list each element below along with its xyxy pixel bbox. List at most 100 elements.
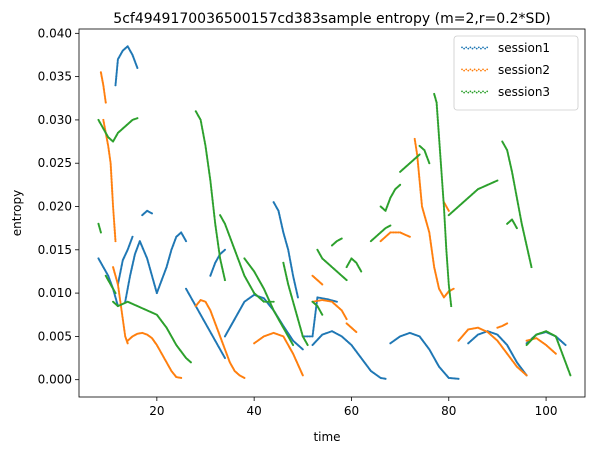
legend-marker bbox=[465, 68, 468, 71]
data-point bbox=[436, 115, 439, 118]
data-point bbox=[436, 118, 439, 121]
data-point bbox=[113, 229, 116, 232]
data-point bbox=[110, 172, 113, 175]
data-point bbox=[441, 185, 444, 188]
data-point bbox=[110, 174, 113, 177]
data-point bbox=[443, 220, 446, 223]
data-point bbox=[112, 211, 115, 214]
legend-marker bbox=[477, 68, 480, 71]
data-point bbox=[112, 214, 115, 217]
data-point bbox=[445, 250, 448, 253]
data-point bbox=[440, 164, 443, 167]
data-point bbox=[554, 352, 557, 355]
data-point bbox=[389, 224, 392, 227]
data-point bbox=[308, 335, 311, 338]
data-point bbox=[109, 163, 112, 166]
data-point bbox=[443, 218, 446, 221]
data-point bbox=[111, 202, 114, 205]
data-point bbox=[439, 155, 442, 158]
data-point bbox=[438, 142, 441, 145]
data-point bbox=[439, 161, 442, 164]
data-point bbox=[110, 180, 113, 183]
x-tick-label: 60 bbox=[344, 404, 359, 418]
axes-frame bbox=[78, 28, 586, 398]
data-point bbox=[189, 361, 192, 364]
y-tick-label: 0.015 bbox=[38, 243, 72, 257]
data-point bbox=[266, 300, 269, 303]
y-tick-label: 0.005 bbox=[38, 329, 72, 343]
data-point bbox=[445, 245, 448, 248]
data-point bbox=[439, 154, 442, 157]
legend-marker bbox=[463, 47, 465, 50]
data-point bbox=[360, 270, 363, 273]
data-point bbox=[113, 222, 116, 225]
data-point bbox=[442, 193, 445, 196]
data-point bbox=[446, 271, 449, 274]
data-point bbox=[447, 274, 450, 277]
data-point bbox=[439, 158, 442, 161]
legend-marker bbox=[463, 91, 465, 94]
data-point bbox=[438, 148, 441, 151]
data-point bbox=[447, 281, 450, 284]
data-point bbox=[301, 374, 304, 377]
data-point bbox=[110, 178, 113, 181]
data-point bbox=[109, 165, 112, 168]
data-point bbox=[436, 112, 439, 115]
data-point bbox=[110, 184, 113, 187]
data-point bbox=[438, 143, 441, 146]
legend-marker bbox=[467, 69, 470, 72]
data-point bbox=[110, 177, 113, 180]
data-point bbox=[441, 182, 444, 185]
data-point bbox=[439, 160, 442, 163]
legend-marker bbox=[484, 69, 486, 72]
x-tick-label: 40 bbox=[247, 404, 262, 418]
data-point bbox=[292, 344, 295, 347]
legend-marker bbox=[467, 91, 470, 94]
data-point bbox=[445, 251, 448, 254]
data-point bbox=[296, 296, 299, 299]
data-point bbox=[445, 257, 449, 260]
data-point bbox=[445, 253, 448, 256]
x-axis: 20 40 60 80 100 bbox=[149, 397, 558, 418]
data-point bbox=[335, 300, 338, 303]
data-point bbox=[111, 192, 114, 195]
data-point bbox=[111, 190, 114, 193]
data-point bbox=[397, 231, 400, 234]
data-point bbox=[439, 151, 442, 154]
data-point bbox=[445, 254, 448, 257]
data-point bbox=[436, 110, 439, 113]
data-point bbox=[418, 153, 421, 156]
data-point bbox=[442, 202, 445, 205]
data-point bbox=[392, 231, 395, 234]
data-point bbox=[443, 217, 446, 220]
data-point bbox=[447, 209, 450, 212]
data-point bbox=[446, 263, 449, 266]
data-point bbox=[446, 269, 449, 272]
data-point bbox=[443, 224, 447, 227]
data-point bbox=[444, 236, 447, 239]
data-point bbox=[112, 206, 115, 210]
data-point bbox=[113, 226, 116, 229]
data-point bbox=[243, 376, 246, 380]
legend-marker bbox=[480, 91, 482, 94]
x-tick-label: 100 bbox=[535, 404, 558, 418]
data-point bbox=[109, 169, 113, 172]
data-point bbox=[447, 277, 450, 280]
data-point bbox=[435, 103, 438, 106]
data-point bbox=[436, 121, 440, 124]
legend-marker bbox=[471, 69, 474, 72]
data-point bbox=[444, 238, 447, 241]
plot-area bbox=[78, 28, 586, 398]
data-point bbox=[515, 227, 518, 230]
data-point bbox=[114, 292, 117, 295]
data-point bbox=[443, 223, 446, 226]
data-point bbox=[445, 244, 448, 247]
data-point bbox=[444, 241, 447, 244]
legend-marker bbox=[473, 46, 476, 49]
series-group bbox=[97, 45, 572, 380]
data-point bbox=[390, 231, 394, 234]
data-point bbox=[442, 196, 445, 199]
data-point bbox=[408, 235, 411, 238]
data-point bbox=[272, 300, 275, 303]
data-point bbox=[445, 248, 448, 251]
